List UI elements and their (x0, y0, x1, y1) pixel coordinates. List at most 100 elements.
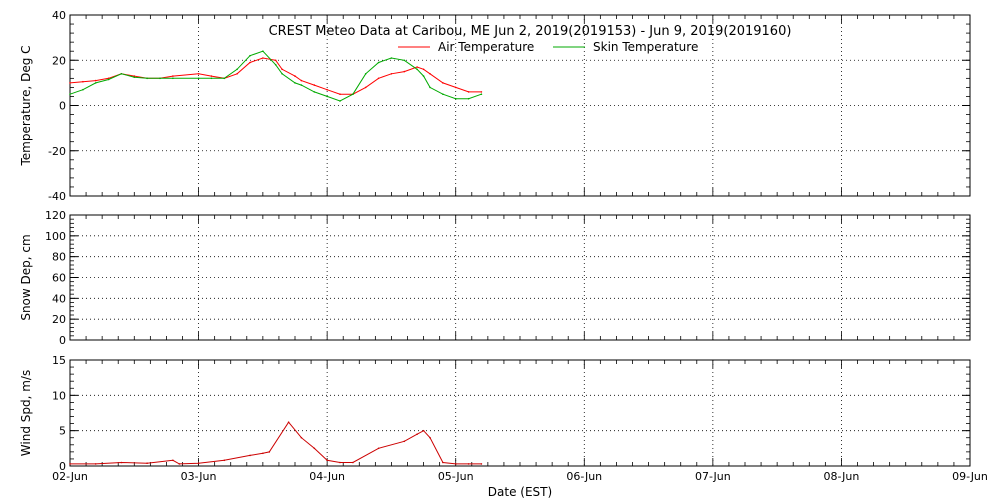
series-point (223, 459, 226, 462)
series-point (178, 463, 181, 465)
series-point (133, 75, 136, 77)
series-point (467, 463, 470, 465)
series-point (294, 75, 296, 77)
series-point (326, 95, 328, 98)
series-point (403, 59, 406, 62)
series-point (364, 86, 367, 89)
series-point (236, 68, 238, 71)
series-point (326, 88, 328, 91)
series-point (146, 462, 148, 465)
y-tick-label: 20 (52, 54, 66, 67)
series-line-wind-speed (70, 421, 482, 465)
series-line-air-temperature (69, 57, 482, 95)
series-point (416, 66, 418, 68)
series-point (454, 97, 457, 100)
panel-2-ylabel: Snow Dep, cm (19, 234, 33, 320)
series-point (146, 77, 148, 80)
legend-label-air-temperature: Air Temperature (438, 40, 534, 54)
series-line-skin-temperature (69, 50, 482, 102)
series-point (82, 80, 84, 83)
series-point (94, 82, 97, 84)
series-point (94, 79, 97, 82)
series-point (223, 77, 226, 80)
series-point (429, 73, 431, 75)
y-tick-label: 15 (52, 354, 66, 367)
panel-3-frame (69, 359, 971, 467)
y-tick-label: 100 (45, 230, 66, 243)
series-point (268, 451, 271, 453)
series-point (262, 452, 264, 455)
series-point (364, 73, 367, 75)
series-point (467, 91, 470, 93)
series-point (480, 93, 483, 95)
series-point (274, 59, 277, 62)
series-point (377, 61, 380, 64)
x-tick-label: 04-Jun (309, 470, 345, 483)
series-point (326, 459, 328, 462)
y-tick-label: 40 (52, 292, 66, 305)
series-point (172, 77, 174, 80)
y-tick-label: 20 (52, 313, 66, 326)
y-tick-label: 5 (59, 425, 66, 438)
series-point (274, 64, 277, 66)
series-point (339, 461, 341, 464)
y-tick-label: -40 (48, 190, 66, 203)
x-tick-label: 07-Jun (695, 470, 731, 483)
y-tick-label: -20 (48, 145, 66, 158)
chart-title: CREST Meteo Data at Caribou, ME Jun 2, 2… (269, 24, 792, 39)
series-point (429, 436, 431, 439)
series-point (377, 447, 380, 450)
series-point (133, 76, 136, 78)
y-tick-label: 0 (59, 460, 66, 473)
series-point (313, 91, 316, 93)
series-point (442, 93, 444, 95)
series-point (159, 77, 161, 80)
series-point (422, 75, 425, 77)
x-tick-label: 02-Jun (52, 470, 88, 483)
series-point (377, 77, 380, 80)
series-point (262, 57, 264, 59)
series-point (262, 50, 264, 52)
series-point (197, 77, 200, 80)
series-point (249, 454, 251, 457)
series-point (197, 73, 200, 75)
series-point (403, 70, 406, 73)
series-point (422, 68, 425, 71)
y-tick-label: 0 (59, 100, 66, 113)
series-point (120, 461, 123, 464)
x-tick-label: 05-Jun (438, 470, 474, 483)
series-point (197, 462, 200, 465)
series-point (107, 78, 110, 81)
series-point (210, 75, 213, 77)
x-tick-label: 03-Jun (181, 470, 217, 483)
y-tick-label: 0 (59, 334, 66, 347)
series-point (172, 75, 174, 77)
y-tick-label: 40 (52, 9, 66, 22)
series-point (313, 84, 316, 86)
series-point (352, 93, 354, 95)
series-point (172, 459, 174, 462)
legend-label-skin-temperature: Skin Temperature (593, 40, 698, 54)
series-point (390, 73, 393, 75)
series-point (249, 61, 251, 64)
y-tick-label: 120 (45, 209, 66, 222)
series-point (339, 93, 341, 95)
series-point (294, 82, 296, 84)
series-point (69, 82, 71, 84)
series-point (281, 68, 283, 71)
x-tick-label: 06-Jun (566, 470, 602, 483)
series-point (287, 421, 290, 424)
series-point (300, 84, 303, 86)
y-tick-label: 60 (52, 272, 66, 285)
series-point (390, 57, 393, 59)
series-point (281, 73, 283, 75)
series-point (313, 447, 316, 450)
series-point (467, 97, 470, 100)
series-point (480, 91, 483, 93)
series-point (442, 461, 444, 464)
series-point (82, 88, 84, 91)
x-tick-label: 09-Jun (952, 470, 988, 483)
x-tick-label: 08-Jun (824, 470, 860, 483)
series-point (403, 440, 406, 443)
